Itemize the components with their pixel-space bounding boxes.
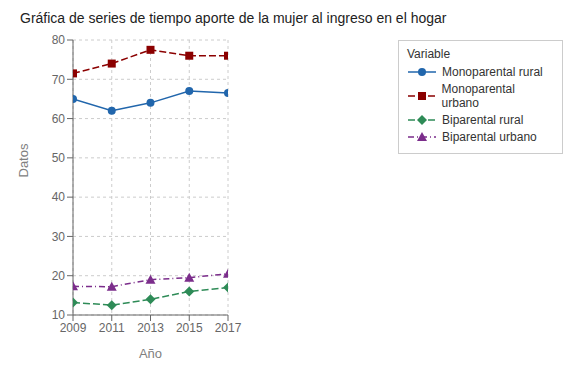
svg-text:2017: 2017 bbox=[215, 321, 242, 335]
svg-text:2015: 2015 bbox=[176, 321, 203, 335]
svg-text:2013: 2013 bbox=[137, 321, 164, 335]
svg-text:40: 40 bbox=[52, 190, 66, 204]
svg-text:80: 80 bbox=[52, 33, 66, 47]
html-text:Variable: Variable bbox=[407, 47, 451, 61]
svg-text:70: 70 bbox=[52, 73, 66, 87]
svg-text:2011: 2011 bbox=[99, 321, 125, 335]
svg-text:Datos: Datos bbox=[16, 143, 31, 177]
svg-text:60: 60 bbox=[52, 112, 66, 126]
svg-text:10: 10 bbox=[52, 308, 66, 322]
svg-text:2009: 2009 bbox=[60, 321, 87, 335]
html-text:Monoparental rural: Monoparental rural bbox=[442, 65, 543, 79]
svg-text:20: 20 bbox=[52, 269, 66, 283]
html-text:Biparental rural: Biparental rural bbox=[442, 113, 524, 127]
svg-text:30: 30 bbox=[52, 230, 66, 244]
html-text:Biparental urbano: Biparental urbano bbox=[442, 130, 537, 144]
svg-text:Año: Año bbox=[139, 346, 162, 361]
html-text:Monoparental urbano: Monoparental urbano bbox=[441, 82, 515, 110]
svg-text:50: 50 bbox=[52, 151, 66, 165]
html-text:Gráfica de series de tiempo ap: Gráfica de series de tiempo aporte de la… bbox=[20, 10, 447, 26]
